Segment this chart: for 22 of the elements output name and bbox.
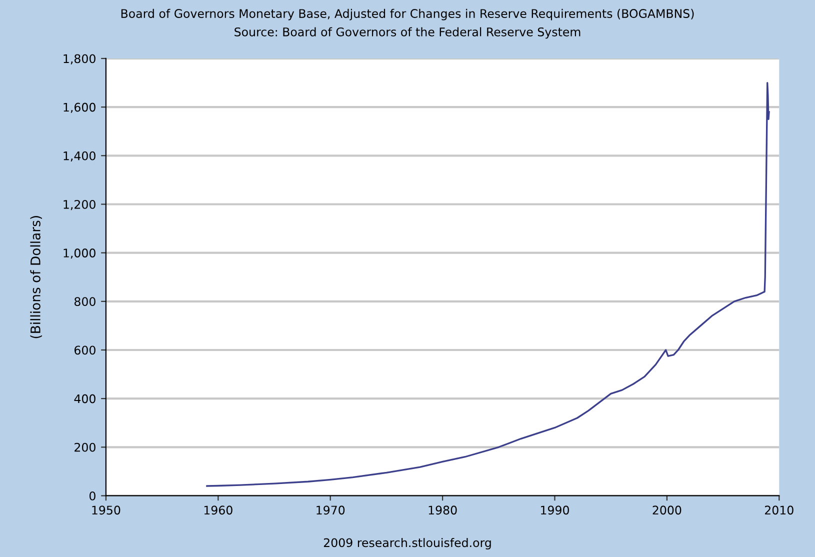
y-tick-label: 600: [74, 346, 96, 355]
x-tick-label: 1980: [428, 506, 457, 515]
y-tick-label: 1,200: [64, 200, 96, 210]
y-axis-title: (Billions of Dollars): [30, 216, 42, 338]
x-tick-label: 1990: [541, 506, 569, 515]
x-tick-label: 2000: [652, 506, 682, 515]
chart-title: Board of Governors Monetary Base, Adjusted for Changes in Reserve Requirements (BOGAMBNS): [121, 8, 694, 20]
y-tick-label: 800: [74, 297, 96, 306]
text: 2009 research.stlouisfed.org: [324, 538, 491, 550]
x-tick-label: 1970: [316, 506, 345, 515]
y-tick-label: 1,400: [64, 151, 96, 162]
y-tick-label: 1,800: [64, 54, 96, 64]
chart-subtitle: Source: Board of Governors of the Federal Reserve System: [234, 27, 580, 39]
x-tick-label: 1960: [204, 506, 232, 515]
y-tick-label: 1,000: [64, 248, 96, 259]
line-series: [206, 82, 770, 487]
y-tick-label: 200: [74, 442, 96, 452]
y-tick-label: 1,600: [64, 102, 96, 113]
y-tick-label: 0: [89, 491, 96, 500]
x-tick-label: 2010: [764, 506, 794, 515]
x-tick-label: 1950: [92, 506, 120, 515]
y-tick-label: 400: [74, 394, 96, 404]
